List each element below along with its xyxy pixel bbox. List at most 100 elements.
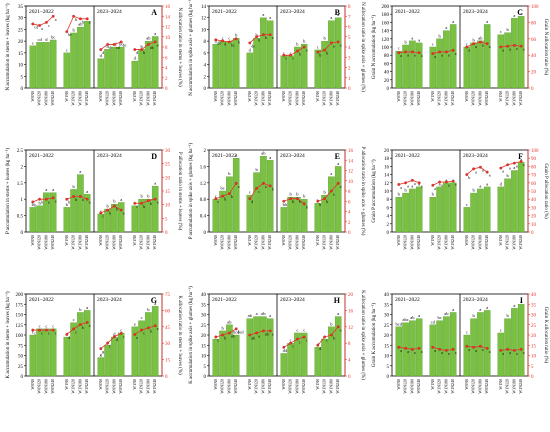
x-tick-label: W1N0 (132, 91, 137, 102)
bar (83, 21, 91, 89)
y-tick-label: 12 (384, 182, 390, 187)
bar-letter: c (249, 190, 251, 195)
ratio-point (255, 35, 259, 39)
x-tick-label: W1N0 (64, 91, 69, 102)
bar-letter: c (120, 327, 122, 332)
panel-E: 0 0.4 0.8 1.2 1.6 2 0 2 4 6 8 10 12 14 16 P accumulatio… (188, 142, 365, 249)
x-tick-label: W0N120 (288, 235, 293, 250)
x-tick-label: W1N240 (518, 91, 523, 106)
x-tick-label: W1N0 (132, 235, 137, 246)
y2-tick-label: 5 (531, 365, 534, 370)
bar (70, 322, 77, 377)
x-tick-label: W0N180 (409, 379, 414, 394)
ratio-point (153, 40, 157, 44)
ratio-point (336, 181, 340, 185)
bar (443, 182, 450, 233)
x-tick-label: W0N120 (37, 91, 42, 106)
ratio-letter: c (285, 56, 287, 61)
y2-tick-label: 14 (348, 159, 354, 164)
x-tick-label: W0N180 (43, 235, 48, 250)
ratio-letter: ab (231, 333, 235, 338)
bar (415, 186, 423, 233)
x-tick-label: W0N240 (301, 235, 306, 250)
ratio-letter: b (34, 202, 36, 207)
y2-tick-label: 0 (165, 375, 168, 380)
y2-tick-label: 35 (531, 303, 537, 308)
x-tick-label: W1N0 (498, 91, 503, 102)
bar (477, 312, 484, 377)
ratio-point (431, 52, 435, 55)
bar (151, 185, 159, 233)
ratio-point (296, 337, 299, 341)
ratio-point (133, 201, 137, 205)
bar (497, 332, 505, 377)
ratio-letter: c (41, 331, 43, 336)
bar-letter: a (154, 31, 156, 36)
ratio-letter: a (502, 48, 504, 53)
y2-tick-label: 80 (531, 21, 537, 26)
ratio-letter: a (400, 348, 402, 353)
ratio-point (316, 50, 320, 54)
y-tick-label: 6 (387, 206, 390, 211)
x-tick-label: W0N0 (213, 91, 218, 102)
y-tick-label: 30 (18, 17, 24, 22)
bar (402, 44, 409, 89)
ratio-letter: b (265, 35, 267, 40)
bar (145, 312, 152, 377)
x-tick-label: W0N240 (233, 91, 238, 106)
ratio-letter: b (150, 201, 152, 206)
bar-letter: e (134, 321, 136, 326)
ratio-letter: c (102, 213, 104, 218)
season-label: 2023–2024 (463, 297, 488, 303)
bar-letter: a (418, 37, 420, 42)
ratio-letter: d (116, 337, 118, 342)
y-tick-label: 6 (204, 52, 207, 57)
panel-letter: I (520, 296, 523, 305)
ratio-point (38, 197, 41, 201)
bar-letter: b (255, 33, 258, 38)
bar (483, 310, 491, 377)
ratio-letter: a (48, 200, 50, 205)
bar-letter: c (432, 42, 434, 47)
bar-letter: a (520, 11, 522, 16)
ratio-point (479, 344, 482, 348)
ratio-point (78, 323, 82, 327)
x-tick-label: W0N0 (396, 91, 401, 102)
ratio-line (134, 198, 156, 204)
ratio-point (227, 192, 231, 195)
ratio-letter: a (89, 19, 91, 24)
bar-letter: b (66, 202, 69, 207)
x-tick-label: W1N120 (505, 91, 510, 106)
y-tick-label: 35 (201, 303, 207, 308)
bar-letter: b (72, 184, 75, 189)
bar-letter: a (411, 35, 413, 40)
ratio-line (134, 41, 156, 50)
bar-letter: ab (146, 36, 151, 41)
season-label: 2023–2024 (97, 9, 122, 15)
x-tick-label: W0N180 (477, 235, 482, 250)
x-tick-label: W1N0 (247, 91, 252, 102)
ratio-letter: a (414, 52, 416, 57)
bar (49, 328, 57, 377)
ratio-point (438, 180, 442, 184)
ratio-line (100, 41, 122, 50)
ratio-line (215, 38, 237, 43)
y-tick-label: 15 (201, 344, 207, 349)
ratio-letter: c (75, 329, 77, 334)
x-tick-label: W0N120 (105, 379, 110, 394)
bar-letter: b (303, 39, 306, 44)
y-tick-label: 40 (201, 293, 207, 298)
y-tick-label: 30 (201, 314, 207, 319)
x-tick-label: W0N180 (477, 379, 482, 394)
ratio-point (404, 181, 408, 185)
x-tick-label: W0N120 (403, 379, 408, 394)
ratio-letter: a (434, 186, 436, 191)
bar (260, 316, 267, 377)
ratio-point (65, 197, 69, 201)
ratio-point (397, 183, 401, 186)
bar-letter: a (330, 15, 332, 20)
bar (83, 310, 91, 377)
ratio-point (255, 187, 259, 190)
y2-tick-label: 30 (531, 314, 537, 319)
x-tick-label: W0N0 (213, 379, 218, 390)
